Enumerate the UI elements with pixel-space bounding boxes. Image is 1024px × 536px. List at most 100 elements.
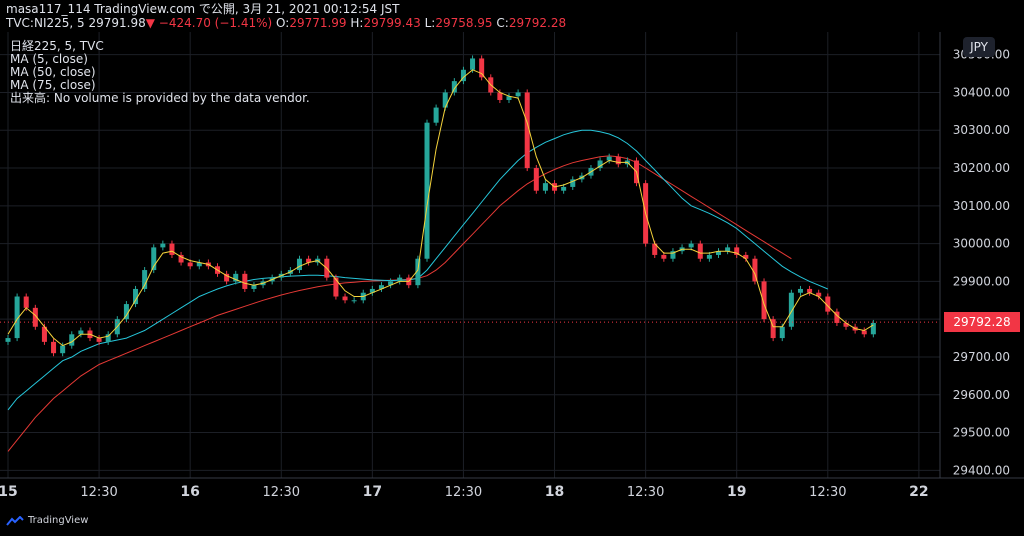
candle-body	[5, 338, 11, 342]
time-tick-label: 15	[0, 484, 18, 500]
candle-body	[196, 262, 202, 267]
symbol-text: TVC:NI225, 5	[6, 16, 89, 30]
price-tick-label: 29600.00	[953, 388, 1010, 402]
candle-body	[652, 243, 658, 255]
candle-body	[570, 179, 576, 187]
legend-title[interactable]: 日経225, 5, TVC	[10, 39, 104, 53]
price-tick-label: 30400.00	[953, 85, 1010, 99]
candle-body	[470, 58, 476, 70]
candle-body	[734, 247, 740, 255]
candle-body	[770, 319, 776, 339]
candle-body	[415, 258, 421, 286]
time-tick-label: 12:30	[445, 485, 482, 500]
candle-body	[333, 277, 339, 297]
candle-body	[296, 258, 302, 271]
candle-body	[178, 254, 184, 263]
legend-ma50[interactable]: MA (50, close)	[10, 65, 96, 79]
candle-body	[533, 168, 539, 191]
candle-body	[497, 92, 503, 101]
price-tick-label: 30300.00	[953, 123, 1010, 137]
candle-body	[807, 288, 813, 293]
ma5-line	[7, 69, 874, 347]
candle-body	[761, 281, 767, 320]
price-tick-label: 29700.00	[953, 350, 1010, 364]
price-change: −424.70 (−1.41%)	[158, 16, 273, 30]
time-tick-label: 16	[180, 484, 199, 500]
low-label: L:	[424, 16, 436, 30]
candle-body	[479, 58, 485, 78]
candle-body	[96, 338, 102, 342]
candle-body	[834, 311, 840, 323]
candle-body	[615, 156, 621, 165]
candle-body	[697, 243, 703, 259]
candle-body	[661, 254, 667, 259]
down-arrow-icon: ▼	[145, 16, 155, 30]
footer-brand[interactable]: TradingView	[6, 515, 88, 526]
time-tick-label: 12:30	[263, 485, 300, 500]
price-tick-label: 29400.00	[953, 463, 1010, 477]
candle-body	[606, 156, 612, 161]
candle-body	[670, 251, 676, 259]
time-tick-label: 22	[909, 484, 928, 500]
candle-body	[561, 186, 567, 191]
time-axis[interactable]: 15 12:30 16 12:30 17 12:30 18 12:30 19 12:30 22	[0, 477, 1024, 500]
footer-brand-label: TradingView	[28, 515, 89, 526]
candle-body	[160, 243, 166, 248]
time-tick-label: 18	[545, 484, 564, 500]
time-tick-label: 12:30	[809, 485, 846, 500]
candle-body	[870, 322, 876, 335]
candle-body	[378, 285, 384, 289]
high-label: H:	[350, 16, 364, 30]
candle-body	[133, 288, 139, 305]
candle-body	[78, 330, 84, 335]
candle-body	[843, 322, 849, 327]
candle-body	[14, 296, 20, 339]
candle-body	[442, 92, 448, 108]
last-price: 29791.98	[88, 16, 146, 30]
time-tick-label: 12:30	[627, 485, 664, 500]
candle-body	[23, 296, 29, 308]
candle-body	[743, 254, 749, 259]
candle-body	[788, 292, 794, 327]
time-tick-label: 19	[727, 484, 746, 500]
indicator-legend: 日経225, 5, TVC MA (5, close) MA (50, clos…	[10, 40, 310, 105]
price-tick-label: 30200.00	[953, 161, 1010, 175]
candle-body	[816, 292, 822, 297]
candle-body	[32, 307, 38, 327]
open-value: 29771.99	[289, 16, 347, 30]
candle-body	[861, 330, 867, 335]
candle-body	[388, 281, 394, 286]
candle-body	[725, 247, 731, 252]
close-value: 29792.28	[508, 16, 567, 30]
ohlc-header: TVC:NI225, 5 29791.98▼ −424.70 (−1.41%) …	[6, 16, 566, 30]
candle-body	[715, 251, 721, 255]
legend-ma75[interactable]: MA (75, close)	[10, 78, 96, 92]
open-label: O:	[276, 16, 290, 30]
candle-body	[60, 345, 66, 354]
candle-body	[233, 273, 239, 282]
candle-body	[433, 107, 439, 123]
candle-body	[151, 247, 157, 271]
candle-body	[51, 341, 57, 354]
candle-body	[369, 288, 375, 293]
grid-lines	[0, 32, 940, 478]
ma5-polyline	[7, 69, 874, 347]
current-price-tag: 29792.28	[944, 312, 1020, 332]
price-axis[interactable]: 29400.0029500.0029600.0029700.0029800.00…	[939, 32, 1010, 478]
candle-body	[752, 258, 758, 282]
legend-ma5[interactable]: MA (5, close)	[10, 52, 88, 66]
candle-body	[688, 243, 694, 248]
candle-body	[169, 243, 175, 255]
publish-info-text: masa117_114 TradingView.com で公開, 3月 21, …	[6, 2, 400, 16]
candle-body	[242, 273, 248, 289]
price-tick-label: 29900.00	[953, 274, 1010, 288]
currency-button[interactable]: JPY	[963, 37, 995, 57]
candle-body	[825, 296, 831, 312]
candle-body	[597, 160, 603, 169]
candle-body	[224, 273, 230, 282]
candle-body	[506, 96, 512, 101]
high-value: 29799.43	[363, 16, 421, 30]
price-tick-label: 30100.00	[953, 199, 1010, 213]
candle-body	[779, 326, 785, 339]
